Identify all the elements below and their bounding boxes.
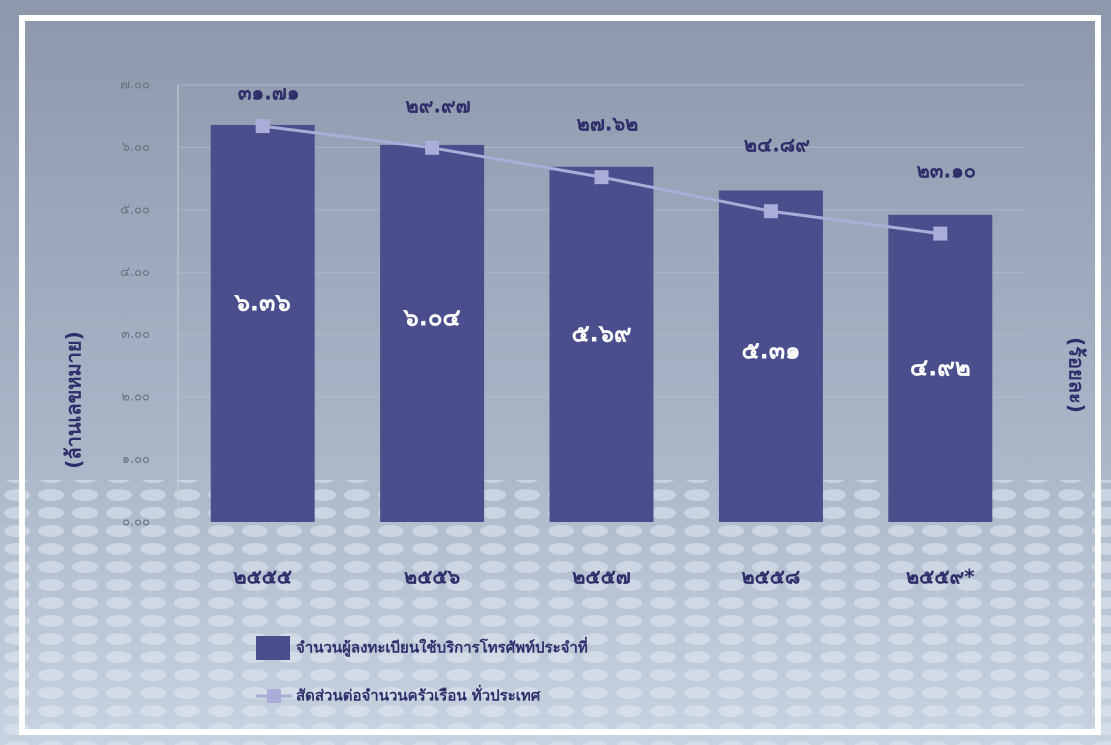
- y-tick-label: ๕.๐๐: [120, 202, 150, 217]
- x-tick-label: ๒๕๕๘: [741, 565, 800, 589]
- line-marker: [933, 226, 948, 241]
- line-value-label: ๒๗.๖๒: [577, 112, 639, 136]
- legend-label: สัดส่วนต่อจำนวนครัวเรือน ทั่วประเทศ: [296, 685, 541, 705]
- bar: [888, 214, 993, 522]
- line-marker: [763, 204, 778, 219]
- x-tick-label: ๒๕๕๕: [233, 565, 292, 589]
- bar-value-label: ๖.๓๖: [234, 288, 291, 316]
- y2-axis-label: (ร้อยละ): [1065, 337, 1089, 413]
- x-tick-label: ๒๕๕๗: [572, 565, 631, 589]
- y-tick-label: ๔.๐๐: [120, 265, 150, 280]
- line-value-label: ๒๙.๙๗: [406, 94, 471, 118]
- x-tick-label: ๒๕๕๙*: [906, 565, 975, 589]
- line-value-label: ๓๑.๗๑: [238, 81, 300, 105]
- bar: [549, 166, 654, 522]
- bar-value-label: ๕.๓๑: [741, 336, 800, 364]
- y-tick-label: ๒.๐๐: [121, 390, 150, 405]
- y-tick-label: ๐.๐๐: [122, 515, 150, 530]
- line-value-label: ๒๔.๘๙: [744, 133, 810, 157]
- line-value-label: ๒๓.๑๐: [917, 159, 976, 183]
- bar-value-label: ๔.๙๒: [910, 353, 971, 381]
- legend-swatch: [256, 636, 290, 660]
- line-marker: [425, 140, 440, 155]
- y-tick-label: ๑.๐๐: [122, 452, 150, 467]
- bar-value-label: ๕.๖๙: [571, 319, 631, 347]
- bar-value-label: ๖.๐๔: [403, 303, 461, 331]
- bar: [210, 124, 315, 522]
- frame: [19, 15, 1101, 735]
- y-tick-label: ๖.๐๐: [122, 140, 150, 155]
- bar: [380, 144, 485, 522]
- y-tick-label: ๓.๐๐: [121, 327, 150, 342]
- x-tick-label: ๒๕๕๖: [404, 565, 460, 589]
- y-tick-label: ๗.๐๐: [120, 78, 150, 93]
- line-marker: [255, 119, 270, 134]
- background-pattern: [0, 480, 1111, 745]
- y-axis-label: (ล้านเลขหมาย): [62, 331, 86, 469]
- line-marker: [594, 170, 609, 185]
- legend-label: จำนวนผู้ลงทะเบียนใช้บริการโทรศัพท์ประจำท…: [296, 637, 588, 658]
- legend-marker: [267, 689, 281, 703]
- bar: [718, 190, 823, 523]
